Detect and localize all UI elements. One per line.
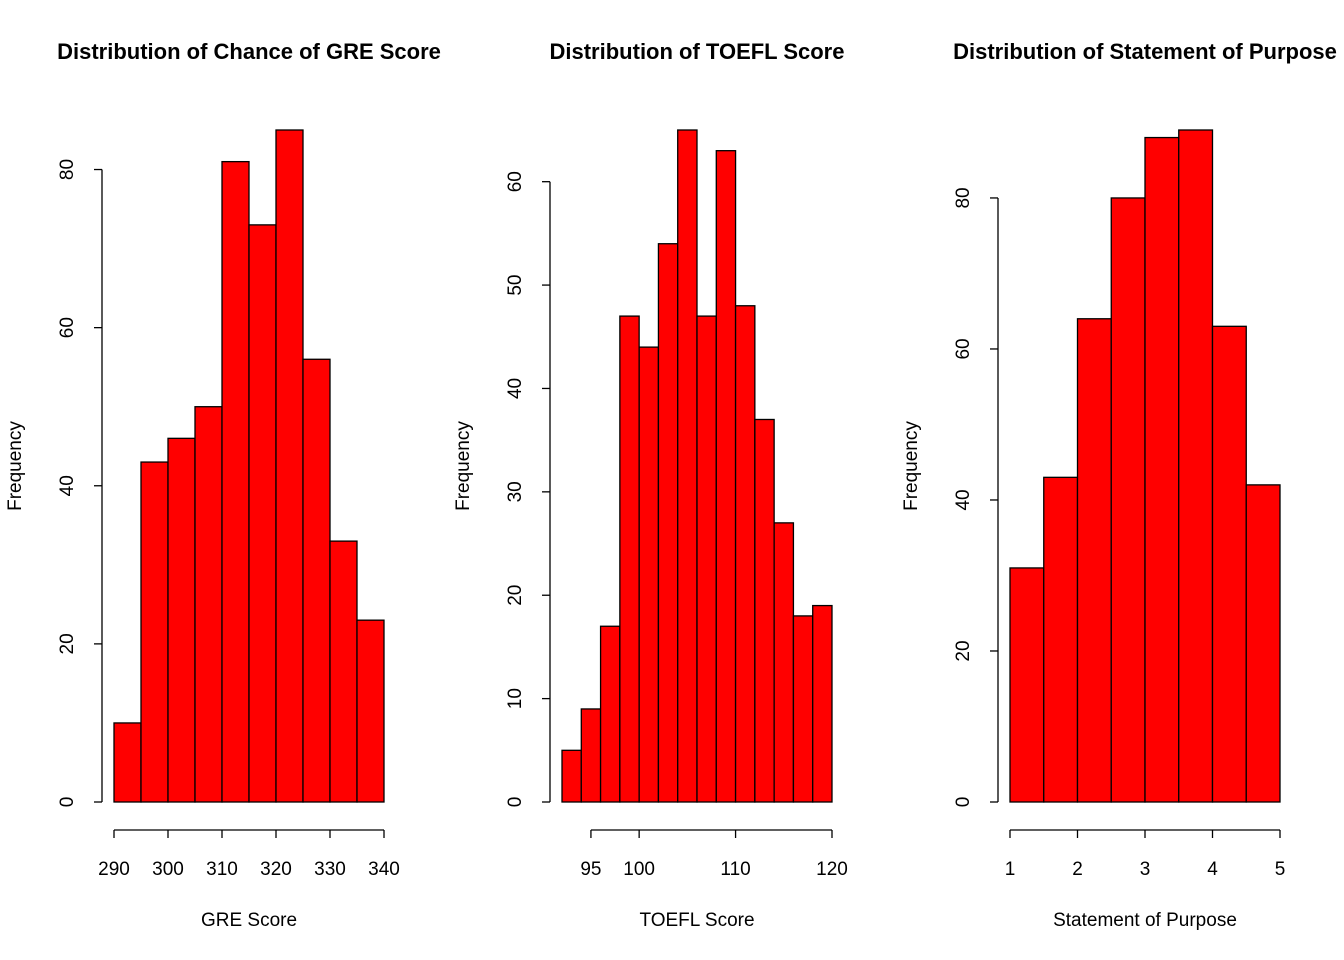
- x-tick-label: 1: [1005, 859, 1016, 880]
- y-tick-label: 60: [505, 171, 526, 192]
- bar: [657, 243, 679, 803]
- y-tick-label: 40: [953, 489, 974, 510]
- bar: [1076, 318, 1112, 803]
- y-tick-label: 0: [505, 797, 526, 808]
- x-tick-label: 3: [1140, 859, 1151, 880]
- bar: [792, 615, 814, 803]
- x-tick-label: 290: [98, 859, 130, 880]
- bar: [1144, 136, 1180, 803]
- y-tick-label: 20: [57, 633, 78, 654]
- x-axis-label: TOEFL Score: [639, 910, 754, 931]
- bar: [734, 305, 756, 803]
- x-tick-label: 4: [1207, 859, 1218, 880]
- bar: [1178, 129, 1214, 803]
- bar: [1245, 484, 1281, 803]
- bar: [221, 160, 250, 803]
- y-tick-label: 60: [57, 317, 78, 338]
- bar: [812, 604, 833, 803]
- bar: [696, 315, 717, 803]
- y-tick-label: 40: [505, 378, 526, 399]
- bar: [113, 722, 142, 803]
- bar: [1009, 567, 1045, 803]
- y-axis-label: Frequency: [901, 421, 922, 511]
- x-axis-label: GRE Score: [201, 910, 297, 931]
- bar: [1110, 197, 1146, 803]
- y-tick-label: 60: [953, 338, 974, 359]
- bar: [677, 129, 698, 803]
- bar: [140, 461, 169, 803]
- bar: [619, 315, 640, 803]
- x-tick-label: 100: [623, 859, 655, 880]
- bar: [773, 522, 795, 803]
- bar: [275, 129, 304, 803]
- panel: Distribution of Statement of Purpose 0 20 4…: [901, 39, 1337, 931]
- y-tick-label: 10: [505, 688, 526, 709]
- chart-title: Distribution of Statement of Purpose: [953, 39, 1337, 64]
- x-tick-label: 2: [1072, 859, 1083, 880]
- y-tick-label: 80: [57, 159, 78, 180]
- y-tick-label: 40: [57, 475, 78, 496]
- y-tick-label: 0: [57, 797, 78, 808]
- bar: [194, 406, 223, 803]
- bar: [248, 224, 277, 803]
- x-tick-label: 95: [580, 859, 601, 880]
- bar: [302, 358, 331, 803]
- x-tick-label: 310: [206, 859, 238, 880]
- y-axis-label: Frequency: [5, 421, 26, 511]
- y-tick-label: 80: [953, 187, 974, 208]
- x-axis-label: Statement of Purpose: [1053, 910, 1237, 931]
- y-tick-label: 0: [953, 797, 974, 808]
- bar: [599, 625, 621, 803]
- bar: [1043, 476, 1079, 803]
- bar: [1211, 325, 1247, 803]
- panel: Distribution of TOEFL Score 0 10 20 30 40 50 60…: [453, 39, 848, 931]
- x-tick-label: 340: [368, 859, 400, 880]
- bar: [715, 150, 737, 803]
- x-tick-label: 110: [720, 859, 750, 880]
- chart-title: Distribution of Chance of GRE Score: [57, 39, 441, 64]
- bar: [167, 437, 196, 803]
- bar: [561, 749, 582, 803]
- bar: [638, 346, 660, 803]
- panel: Distribution of Chance of GRE Score 0 20 40…: [5, 39, 441, 931]
- y-tick-label: 20: [505, 585, 526, 606]
- y-tick-label: 30: [505, 481, 526, 502]
- bar: [754, 418, 775, 803]
- x-tick-label: 320: [260, 859, 292, 880]
- bar: [356, 619, 385, 803]
- y-tick-label: 20: [953, 640, 974, 661]
- bar: [580, 708, 602, 803]
- y-tick-label: 50: [505, 275, 526, 296]
- bar: [329, 540, 358, 803]
- chart-title: Distribution of TOEFL Score: [550, 39, 845, 64]
- x-tick-label: 300: [152, 859, 184, 880]
- x-tick-label: 120: [816, 859, 848, 880]
- x-tick-label: 330: [314, 859, 346, 880]
- y-axis-label: Frequency: [453, 421, 474, 511]
- x-tick-label: 5: [1275, 859, 1286, 880]
